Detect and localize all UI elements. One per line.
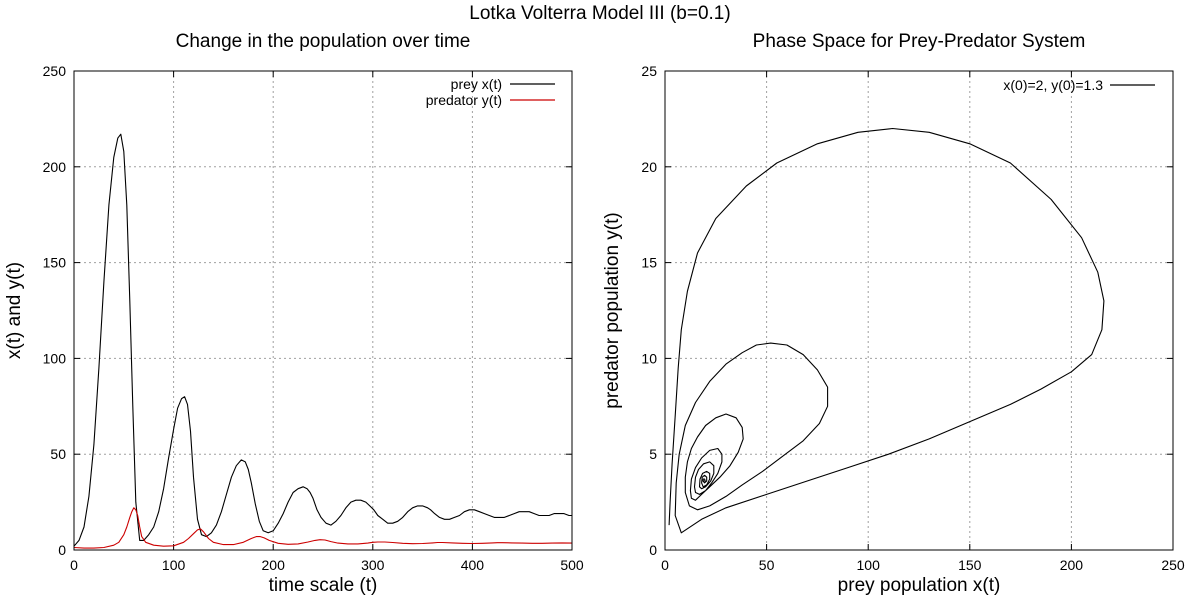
y-tick-label: 50 — [50, 446, 66, 462]
x-tick-label: 200 — [262, 557, 286, 573]
y-tick-label: 10 — [641, 350, 657, 366]
x-tick-label: 400 — [461, 557, 485, 573]
x-tick-label: 0 — [661, 557, 669, 573]
series-line-0 — [668, 127, 1105, 534]
legend-label-0: prey x(t) — [451, 76, 502, 92]
x-tick-label: 500 — [560, 557, 584, 573]
x-tick-label: 50 — [759, 557, 775, 573]
x-tick-label: 300 — [361, 557, 385, 573]
y-axis-label: x(t) and y(t) — [4, 262, 25, 359]
panel-time-series: 0 100 200 300 400 500 0 50 100 150 200 250 Change in… — [4, 31, 584, 596]
chart-title: Phase Space for Prey-Predator System — [753, 31, 1086, 52]
x-tick-label: 100 — [162, 557, 186, 573]
y-tick-label: 150 — [43, 255, 67, 271]
y-tick-label: 0 — [649, 542, 657, 558]
x-tick-label: 0 — [70, 557, 78, 573]
y-tick-label: 250 — [43, 63, 67, 79]
y-tick-label: 15 — [641, 255, 657, 271]
plot-frame — [73, 70, 573, 551]
x-tick-label: 100 — [857, 557, 881, 573]
y-tick-label: 20 — [641, 159, 657, 175]
x-axis-label: time scale (t) — [269, 575, 378, 596]
plot-frame — [664, 70, 1174, 551]
figure-title: Lotka Volterra Model III (b=0.1) — [469, 3, 730, 24]
y-tick-label: 0 — [58, 542, 66, 558]
legend-label-0: x(0)=2, y(0)=1.3 — [1003, 77, 1103, 93]
x-tick-label: 250 — [1161, 557, 1185, 573]
y-tick-label: 200 — [43, 159, 67, 175]
chart-title: Change in the population over time — [176, 31, 471, 52]
y-tick-label: 100 — [43, 350, 67, 366]
panel-phase-space: 0 50 100 150 200 250 0 5 10 15 20 25 Phase Space for… — [602, 31, 1185, 596]
series-line-1 — [73, 507, 573, 549]
y-tick-label: 25 — [641, 63, 657, 79]
x-axis-label: prey population x(t) — [838, 575, 1001, 596]
x-tick-label: 200 — [1060, 557, 1084, 573]
y-axis-label: predator population y(t) — [602, 212, 623, 408]
legend-label-1: predator y(t) — [426, 92, 502, 108]
y-tick-label: 5 — [649, 446, 657, 462]
x-tick-label: 150 — [958, 557, 982, 573]
series-line-0 — [73, 133, 572, 547]
